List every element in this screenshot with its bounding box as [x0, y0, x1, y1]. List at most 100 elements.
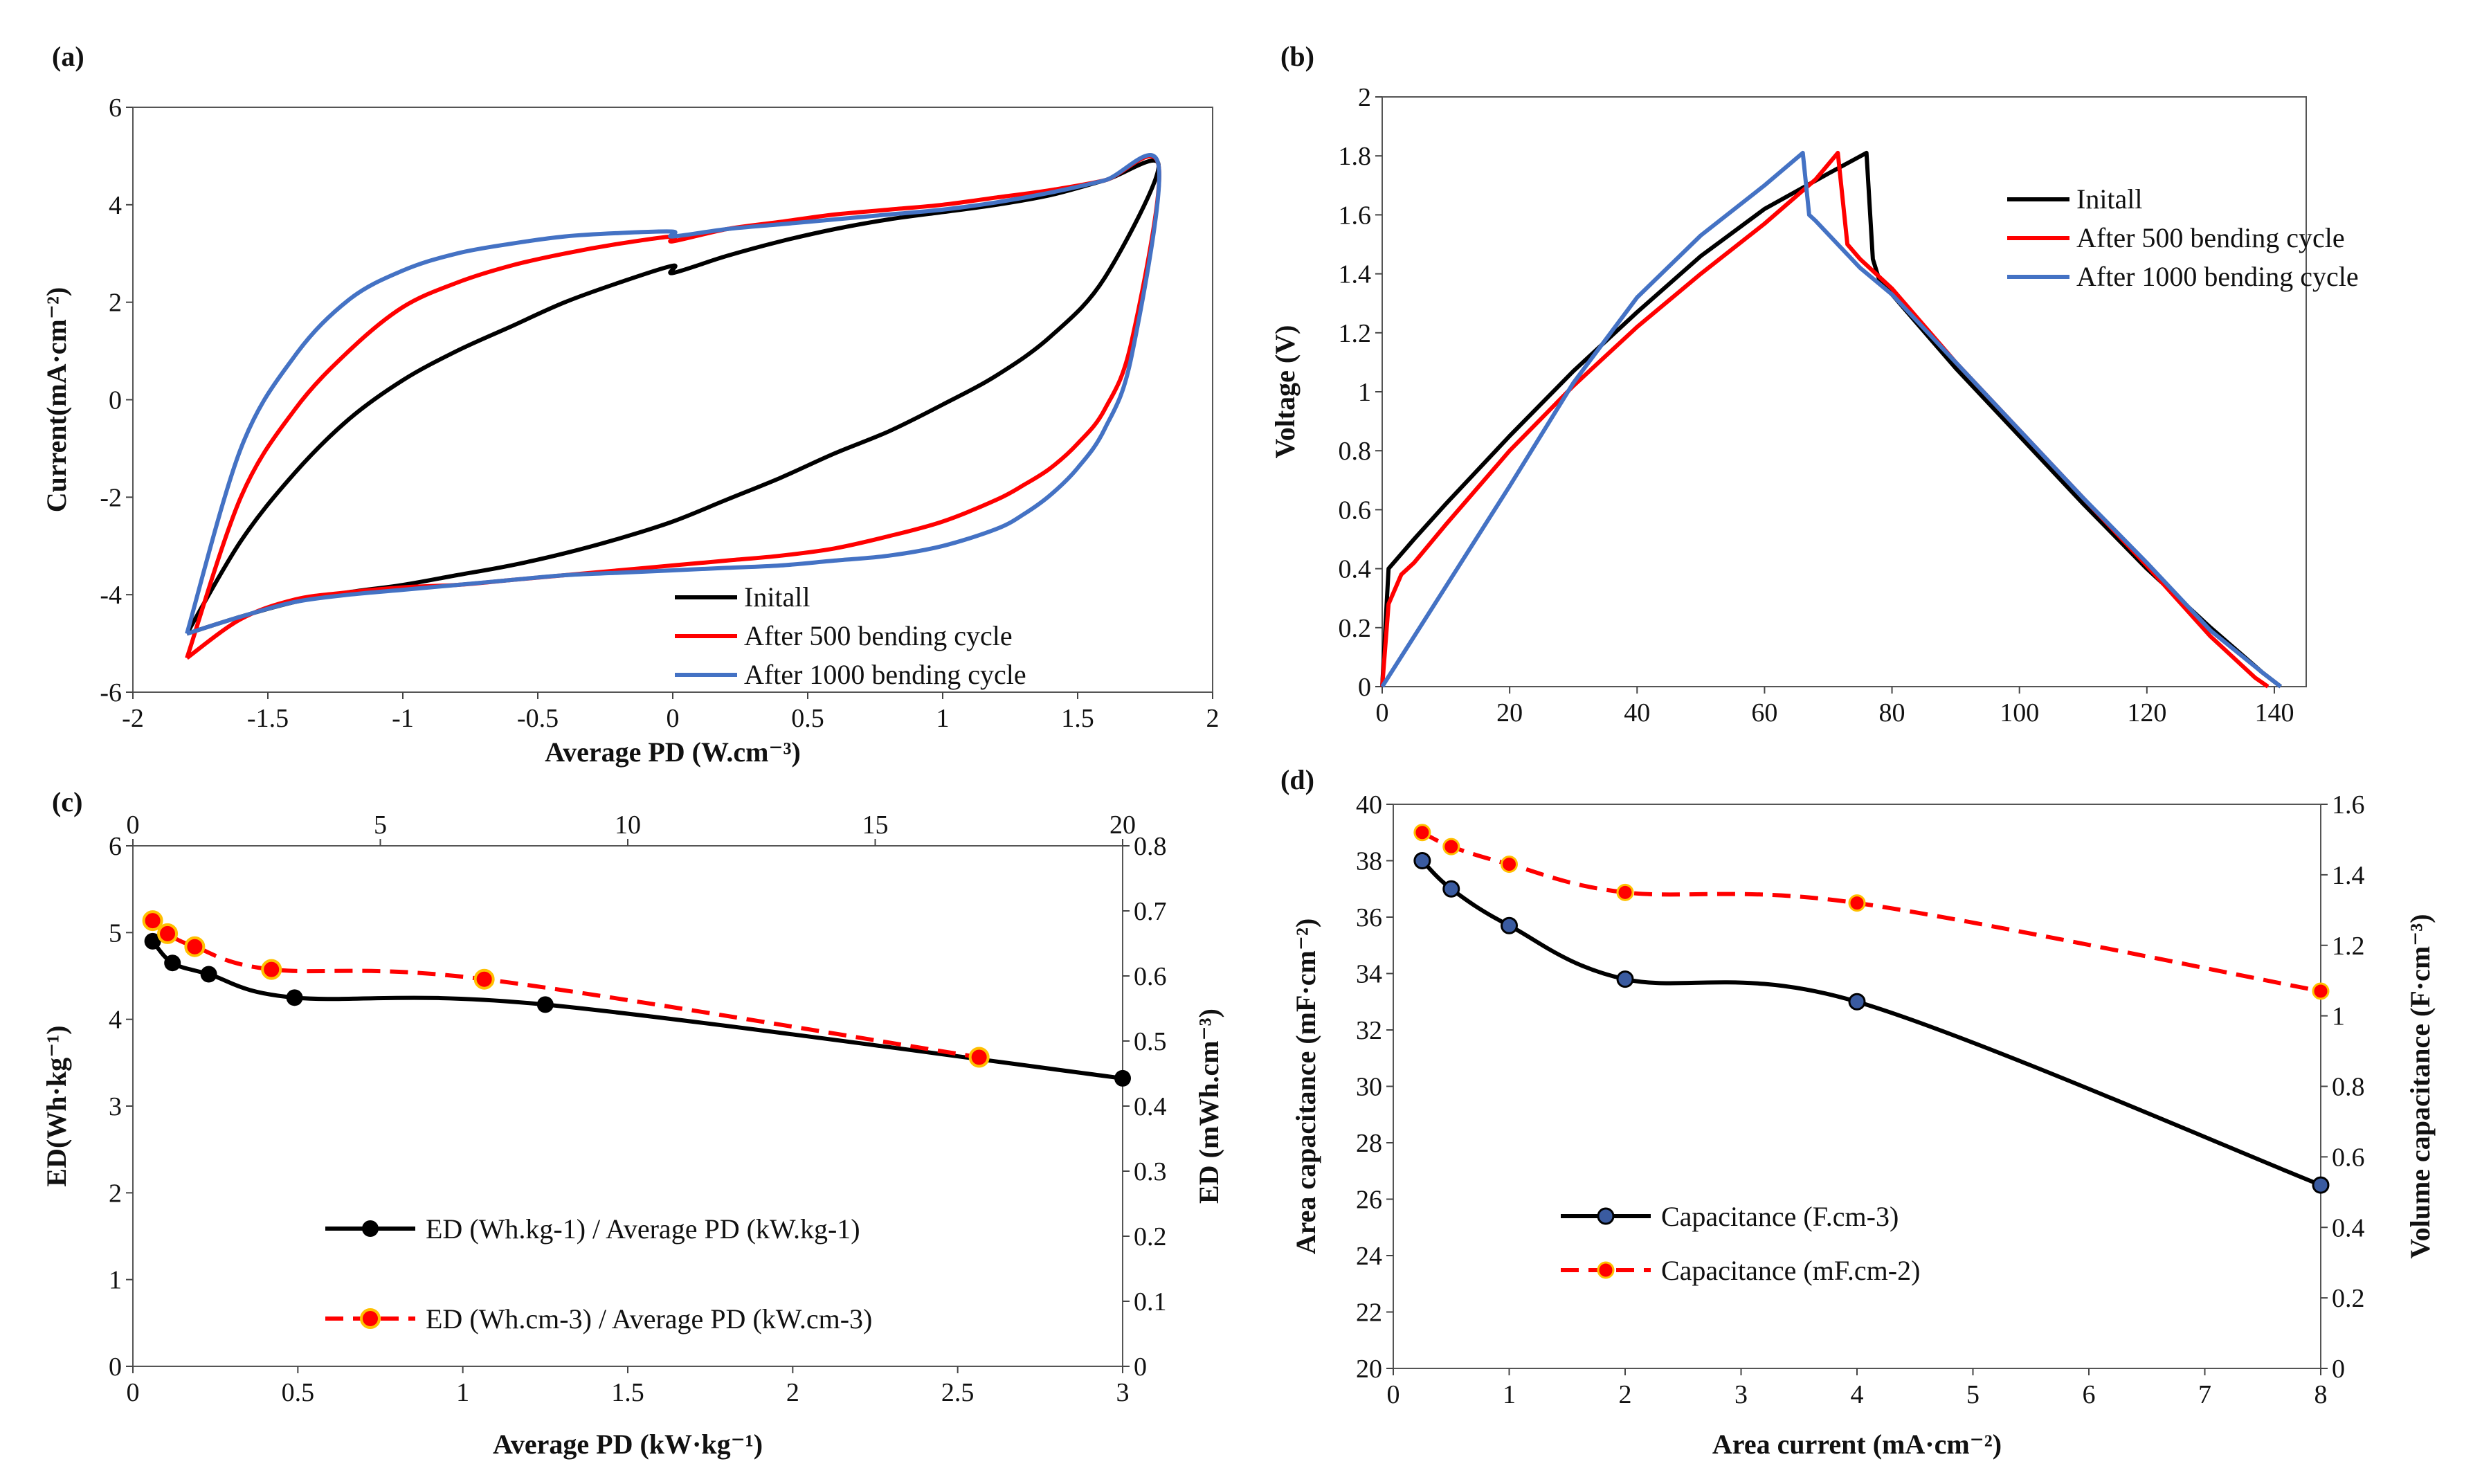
data-point — [1616, 883, 1634, 901]
series-line-2 — [1421, 831, 2321, 993]
y-axis-label: ED(Wh·kg⁻¹) — [41, 1025, 72, 1186]
y2-tick-label: 0.4 — [2332, 1213, 2365, 1242]
x2-tick-label: 20 — [1109, 811, 1136, 840]
y-tick-label: 30 — [1356, 1073, 1382, 1102]
data-point — [1616, 970, 1634, 988]
x-tick-label: 0 — [1376, 698, 1389, 727]
y-tick-label: 38 — [1356, 847, 1382, 876]
x-tick-label: -1 — [392, 704, 414, 733]
x-tick-label: 2 — [786, 1378, 799, 1407]
y-tick-label: 6 — [109, 832, 122, 861]
x-tick-label: 0.5 — [282, 1378, 315, 1407]
x-tick-label: 2 — [1619, 1380, 1632, 1409]
data-point — [1848, 894, 1866, 912]
y2-axis-label: Volume capacitance (F·cm⁻³) — [2404, 914, 2436, 1258]
y-tick-label: 3 — [109, 1092, 122, 1121]
y-axis-label: Area capacitance (mF·cm⁻²) — [1290, 919, 1321, 1255]
y-tick-label: 40 — [1356, 790, 1382, 820]
y-tick-label: 1 — [1358, 378, 1371, 407]
data-point — [286, 989, 303, 1006]
y-tick-label: 24 — [1356, 1242, 1382, 1271]
y-tick-label: 1.6 — [1339, 201, 1372, 230]
y-tick-label: 36 — [1356, 903, 1382, 932]
y2-tick-label: 0.8 — [1134, 832, 1167, 861]
series-line-1 — [185, 159, 1161, 636]
data-point — [1442, 880, 1460, 898]
y-tick-label: 22 — [1356, 1298, 1382, 1328]
x-axis-label: Area current (mA·cm⁻²) — [1712, 1429, 2002, 1460]
y2-tick-label: 0.7 — [1134, 897, 1167, 926]
x-tick-label: 1 — [936, 704, 950, 733]
x-axis-label: Average PD (W.cm⁻³) — [545, 736, 801, 768]
y2-tick-label: 0 — [1134, 1352, 1147, 1382]
y2-tick-label: 1 — [2332, 1002, 2345, 1031]
y-tick-label: 0 — [109, 386, 122, 415]
legend-label: After 500 bending cycle — [744, 620, 1013, 651]
y-tick-label: -6 — [100, 678, 122, 707]
legend-marker — [1597, 1261, 1615, 1279]
y-tick-label: 4 — [109, 1006, 122, 1035]
legend-label: Initall — [744, 581, 810, 613]
data-point — [142, 910, 163, 932]
data-point — [2312, 1176, 2330, 1194]
x-tick-label: 5 — [1966, 1380, 1980, 1409]
x-tick-label: 2 — [1206, 704, 1220, 733]
y2-tick-label: 0.5 — [1134, 1027, 1167, 1056]
data-point — [2312, 982, 2330, 1000]
data-point — [157, 923, 179, 944]
x2-tick-label: 0 — [127, 811, 140, 840]
y-tick-label: 2 — [1358, 83, 1371, 112]
y-axis-label: Current(mA·cm⁻²) — [41, 287, 72, 513]
x-tick-label: 7 — [2198, 1380, 2211, 1409]
y-tick-label: 0.2 — [1339, 614, 1372, 643]
x-tick-label: 0 — [667, 704, 680, 733]
x-tick-label: -0.5 — [517, 704, 559, 733]
x2-tick-label: 10 — [615, 811, 641, 840]
x2-tick-label: 5 — [374, 811, 387, 840]
y-tick-label: 2 — [109, 1179, 122, 1208]
legend-label: After 500 bending cycle — [2076, 222, 2345, 253]
panel-label: (a) — [52, 41, 84, 72]
legend-label: After 1000 bending cycle — [744, 659, 1026, 690]
series-line-1 — [151, 939, 1123, 1080]
legend-label: Capacitance (mF.cm-2) — [1661, 1255, 1920, 1286]
x-tick-label: 0.5 — [791, 704, 824, 733]
data-point — [473, 968, 495, 990]
y-tick-label: 1.2 — [1339, 319, 1372, 348]
data-point — [164, 954, 181, 972]
x-tick-label: -1.5 — [247, 704, 289, 733]
legend-marker — [360, 1308, 381, 1329]
data-point — [1501, 856, 1518, 874]
series-line-3 — [185, 153, 1161, 636]
y2-tick-label: 0 — [2332, 1355, 2345, 1384]
y2-tick-label: 1.4 — [2332, 861, 2365, 890]
y-tick-label: 1.4 — [1339, 260, 1372, 289]
x-tick-label: 80 — [1879, 698, 1905, 727]
y2-tick-label: 1.2 — [2332, 932, 2365, 961]
x-tick-label: 0 — [1387, 1380, 1400, 1409]
x-tick-label: 1.5 — [1061, 704, 1094, 733]
series-line-3 — [1380, 150, 2283, 689]
series-line-2 — [151, 919, 980, 1060]
panel-label: (b) — [1280, 41, 1314, 72]
x-tick-label: 1.5 — [611, 1378, 644, 1407]
legend-marker — [1597, 1207, 1615, 1225]
y-axis-label: Voltage (V) — [1269, 325, 1301, 459]
y-tick-label: -4 — [100, 581, 122, 610]
y2-tick-label: 0.6 — [1134, 962, 1167, 991]
x-tick-label: 1 — [1503, 1380, 1516, 1409]
y-tick-label: 0.6 — [1339, 496, 1372, 525]
x-tick-label: 1 — [456, 1378, 469, 1407]
y-tick-label: 5 — [109, 919, 122, 948]
y2-tick-label: 0.1 — [1134, 1287, 1167, 1316]
series-line-1 — [1420, 859, 2322, 1187]
y-tick-label: 20 — [1356, 1355, 1382, 1384]
x-tick-label: 0 — [127, 1378, 140, 1407]
data-point — [200, 966, 217, 983]
series-line-1 — [1380, 150, 2283, 689]
x-tick-label: 2.5 — [941, 1378, 975, 1407]
data-point — [1848, 993, 1866, 1011]
y-tick-label: 6 — [109, 93, 122, 123]
x-tick-label: 20 — [1496, 698, 1523, 727]
x-axis-label: Average PD (kW·kg⁻¹) — [493, 1429, 763, 1460]
